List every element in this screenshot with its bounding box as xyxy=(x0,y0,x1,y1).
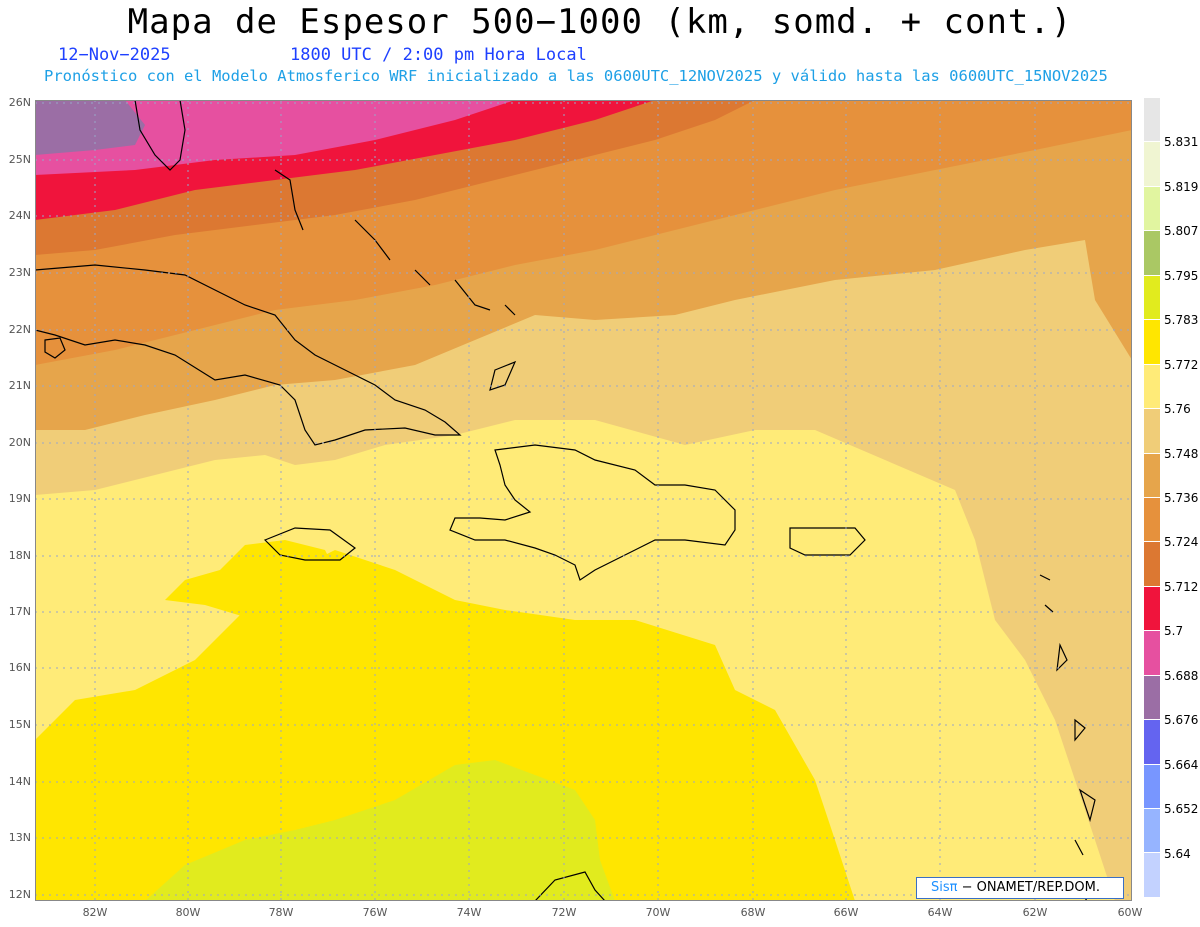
colorbar-swatch xyxy=(1144,542,1160,587)
colorbar-value: 5.736 xyxy=(1164,491,1199,505)
colorbar-swatch xyxy=(1144,320,1160,365)
band-5676 xyxy=(35,100,145,155)
colorbar-value: 5.819 xyxy=(1164,179,1199,194)
forecast-time: 1800 UTC / 2:00 pm Hora Local xyxy=(290,45,587,65)
lon-label: 76W xyxy=(362,906,388,919)
lat-label: 19N xyxy=(8,492,31,505)
isla-juventud-coast xyxy=(44,337,66,359)
colorbar-value: 5.7 xyxy=(1164,624,1184,639)
colorbar-value: 5.795 xyxy=(1164,268,1199,283)
colorbar-swatch xyxy=(1144,675,1160,721)
colorbar-swatch xyxy=(1144,631,1160,676)
colorbar xyxy=(1144,98,1160,898)
lon-label: 80W xyxy=(175,906,201,919)
cuba-coast xyxy=(35,264,462,446)
colorbar-swatch xyxy=(1144,497,1160,543)
lat-label: 20N xyxy=(8,436,31,449)
lon-label: 66W xyxy=(833,906,859,919)
lat-label: 24N xyxy=(8,209,31,222)
colorbar-value: 5.712 xyxy=(1164,579,1199,594)
credit-box: Sisπ − ONAMET/REP.DOM. xyxy=(916,877,1124,899)
model-description: Pronóstico con el Modelo Atmosferico WRF… xyxy=(44,67,1108,85)
colorbar-swatch xyxy=(1144,853,1160,898)
lat-label: 12N xyxy=(8,888,31,901)
colorbar-value: 5.807 xyxy=(1164,224,1199,239)
lat-label: 14N xyxy=(8,775,31,788)
lat-label: 16N xyxy=(8,661,31,674)
lon-label: 82W xyxy=(82,906,108,919)
colorbar-swatch xyxy=(1144,142,1160,187)
colorbar-swatch xyxy=(1144,453,1160,498)
colorbar-swatch xyxy=(1144,231,1160,276)
colorbar-swatch xyxy=(1144,98,1160,143)
colorbar-swatch xyxy=(1144,186,1160,232)
lon-label: 78W xyxy=(268,906,294,919)
band-5688 xyxy=(35,100,515,175)
colorbar-value: 5.724 xyxy=(1164,535,1199,550)
colorbar-value: 5.772 xyxy=(1164,357,1199,372)
credit-brand: Sisπ xyxy=(931,880,958,895)
colorbar-swatch xyxy=(1144,275,1160,321)
band-5783 xyxy=(145,760,615,901)
lat-label: 15N xyxy=(8,718,31,731)
colorbar-swatch xyxy=(1144,720,1160,765)
south-america-coast xyxy=(534,871,606,901)
lon-label: 70W xyxy=(645,906,671,919)
credit-org: − ONAMET/REP.DOM. xyxy=(957,880,1101,895)
colorbar-swatch xyxy=(1144,364,1160,410)
graticule xyxy=(35,100,1132,901)
colorbar-value: 5.831 xyxy=(1164,135,1199,150)
colorbar-swatch xyxy=(1144,809,1160,854)
band-5772 xyxy=(35,550,855,901)
colorbar-value: 5.64 xyxy=(1164,846,1191,861)
lon-label: 64W xyxy=(927,906,953,919)
lat-label: 13N xyxy=(8,831,31,844)
band-5772-jamaica xyxy=(165,540,335,620)
lat-label: 22N xyxy=(8,323,31,336)
map-title: Mapa de Espesor 500−1000 (km, somd. + co… xyxy=(127,2,1073,42)
lat-label: 18N xyxy=(8,549,31,562)
colorbar-swatch xyxy=(1144,586,1160,632)
lesser-antilles xyxy=(1039,574,1096,901)
lat-label: 17N xyxy=(8,605,31,618)
hispaniola-coast xyxy=(449,444,736,581)
colorbar-value: 5.664 xyxy=(1164,757,1199,772)
lon-label: 68W xyxy=(740,906,766,919)
jamaica-coast xyxy=(263,527,356,561)
colorbar-value: 5.688 xyxy=(1164,668,1199,683)
colorbar-value: 5.783 xyxy=(1164,313,1199,328)
colorbar-value: 5.76 xyxy=(1164,402,1191,417)
forecast-date: 12−Nov−2025 xyxy=(58,45,171,65)
lon-label: 74W xyxy=(456,906,482,919)
colorbar-swatch xyxy=(1144,409,1160,454)
lon-label: 72W xyxy=(551,906,577,919)
lat-label: 25N xyxy=(8,153,31,166)
lat-label: 21N xyxy=(8,379,31,392)
lat-label: 26N xyxy=(8,96,31,109)
florida-coast xyxy=(134,100,186,171)
colorbar-swatch xyxy=(1144,764,1160,809)
lat-label: 23N xyxy=(8,266,31,279)
thickness-map xyxy=(35,100,1132,901)
lon-label: 60W xyxy=(1117,906,1143,919)
colorbar-value: 5.652 xyxy=(1164,802,1199,817)
puerto-rico-coast xyxy=(789,527,866,556)
lon-label: 62W xyxy=(1022,906,1048,919)
colorbar-value: 5.748 xyxy=(1164,446,1199,461)
colorbar-value: 5.676 xyxy=(1164,713,1199,728)
